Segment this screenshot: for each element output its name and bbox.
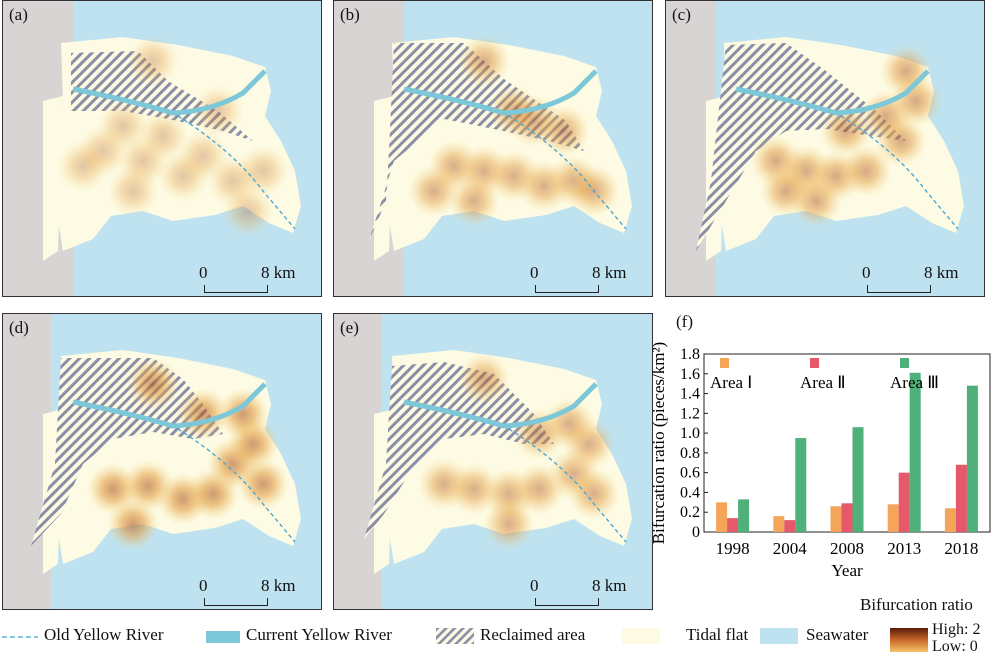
bar-Area Ⅰ-2018 <box>944 508 956 532</box>
bar-Area Ⅱ-2013 <box>898 472 910 532</box>
legend-swatch <box>810 358 819 368</box>
scale-end: 8 km <box>924 263 959 282</box>
panel-label: (a) <box>9 5 28 24</box>
chart-panel-label: (f) <box>676 312 693 331</box>
y-axis-label: Bifurcation ratio (pieces/km²) <box>649 342 668 544</box>
scale-bar <box>867 285 931 293</box>
panel-label: (d) <box>9 318 29 337</box>
legend-label: Area Ⅰ <box>710 373 752 392</box>
y-tick-label: 1.8 <box>680 346 700 363</box>
old-river-swatch <box>2 636 38 638</box>
y-tick-label: 0.8 <box>680 445 700 462</box>
legend-low: Low: 0 <box>932 638 978 655</box>
panel-label: (c) <box>672 5 691 24</box>
map-panel-b: (b) 0 8 km <box>333 0 653 297</box>
seawater-swatch <box>760 628 798 644</box>
x-tick-label: 2004 <box>773 539 808 558</box>
map-graphic <box>666 1 984 296</box>
y-tick-label: 1.4 <box>680 386 700 403</box>
legend-tidal: Tidal flat <box>686 625 749 644</box>
panel-label: (b) <box>340 5 360 24</box>
scale-zero: 0 <box>199 263 208 282</box>
y-tick-label: 1.6 <box>680 366 700 383</box>
map-graphic <box>334 1 652 296</box>
legend-label: Area Ⅲ <box>890 373 939 392</box>
bar-Area Ⅱ-2018 <box>955 464 967 532</box>
tidal-swatch <box>622 628 660 644</box>
scale-zero: 0 <box>530 263 539 282</box>
legend-old-river: Old Yellow River <box>44 625 164 644</box>
map-graphic <box>334 314 652 609</box>
bifurcation-chart: (f) 0 0.2 0.4 0.6 0.8 1.0 1.2 1.4 1.6 1.8 1998 2004… <box>648 310 1000 595</box>
bar-Area Ⅱ-1998 <box>727 518 739 532</box>
panel-label: (e) <box>340 318 359 337</box>
y-tick-label: 0 <box>692 524 700 541</box>
bar-Area Ⅲ-1998 <box>738 499 750 532</box>
scale-zero: 0 <box>862 263 871 282</box>
x-tick-label: 2018 <box>944 539 978 558</box>
bar-Area Ⅲ-2013 <box>909 372 921 532</box>
legend-swatch <box>900 358 909 368</box>
map-graphic <box>3 1 321 296</box>
scale-bar <box>204 598 268 606</box>
scale-bar <box>535 598 599 606</box>
x-axis-label: Year <box>831 561 863 580</box>
map-panel-d: (d) 0 8 km <box>2 313 322 610</box>
bar-chart-svg: 0 0.2 0.4 0.6 0.8 1.0 1.2 1.4 1.6 1.8 1998 2004 2008… <box>649 342 991 580</box>
bar-Area Ⅰ-2008 <box>830 506 842 532</box>
x-tick-label: 2008 <box>830 539 864 558</box>
x-tick-label: 2013 <box>887 539 921 558</box>
bar-Area Ⅱ-2004 <box>784 520 796 532</box>
bar-Area Ⅰ-1998 <box>716 502 728 532</box>
map-panel-a: (a) 0 8 km <box>2 0 322 297</box>
ratio-gradient-swatch <box>890 628 928 652</box>
reclaimed-swatch <box>436 628 474 644</box>
current-river-swatch <box>206 631 240 643</box>
scale-end: 8 km <box>261 263 296 282</box>
y-tick-label: 1.0 <box>680 425 700 442</box>
y-tick-label: 1.2 <box>680 405 700 422</box>
y-tick-label: 0.4 <box>680 484 700 501</box>
legend-seawater: Seawater <box>806 625 869 644</box>
legend-current-river: Current Yellow River <box>246 625 392 644</box>
bar-Area Ⅰ-2004 <box>773 516 785 532</box>
legend-ratio-title: Bifurcation ratio <box>860 595 973 614</box>
bar-Area Ⅲ-2004 <box>795 438 807 532</box>
map-panel-e: (e) 0 8 km <box>333 313 653 610</box>
scale-end: 8 km <box>592 263 627 282</box>
scale-zero: 0 <box>530 576 539 595</box>
map-graphic <box>3 314 321 609</box>
scale-zero: 0 <box>199 576 208 595</box>
legend-label: Area Ⅱ <box>800 373 846 392</box>
bar-Area Ⅲ-2018 <box>966 385 978 532</box>
y-tick-label: 0.6 <box>680 465 700 482</box>
scale-bar <box>204 285 268 293</box>
bar-Area Ⅰ-2013 <box>887 504 899 532</box>
map-legend: Old Yellow River Current Yellow River Re… <box>0 625 1000 655</box>
map-panel-c: (c) 0 8 km <box>665 0 985 297</box>
x-tick-label: 1998 <box>716 539 750 558</box>
scale-bar <box>535 285 599 293</box>
scale-end: 8 km <box>261 576 296 595</box>
y-tick-label: 0.2 <box>680 504 700 521</box>
legend-reclaimed: Reclaimed area <box>480 625 586 644</box>
legend-high: High: 2 <box>932 621 981 638</box>
bar-Area Ⅱ-2008 <box>841 503 853 532</box>
legend-swatch <box>720 358 729 368</box>
bar-Area Ⅲ-2008 <box>852 427 864 532</box>
scale-end: 8 km <box>592 576 627 595</box>
